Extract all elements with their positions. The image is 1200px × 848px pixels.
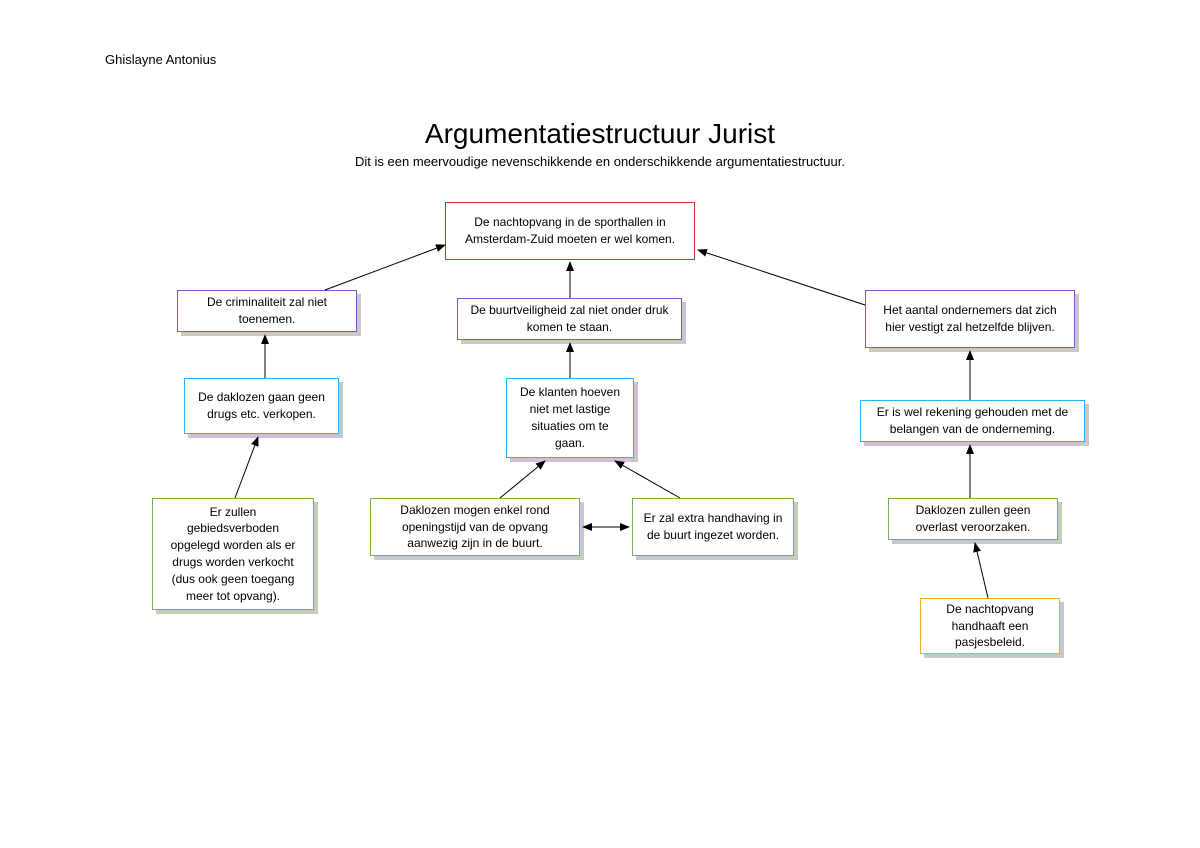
flowchart-node: Daklozen mogen enkel rond openingstijd v…	[370, 498, 580, 556]
flowchart-node: De klanten hoeven niet met lastige situa…	[506, 378, 634, 458]
flowchart-node: De nachtopvang in de sporthallen in Amst…	[445, 202, 695, 260]
flowchart-arrow	[325, 245, 445, 290]
flowchart-node: De daklozen gaan geen drugs etc. verkope…	[184, 378, 339, 434]
flowchart-node: Er zal extra handhaving in de buurt inge…	[632, 498, 794, 556]
flowchart-node: Er is wel rekening gehouden met de belan…	[860, 400, 1085, 442]
flowchart-arrow	[500, 461, 545, 498]
page-title: Argumentatiestructuur Jurist	[0, 118, 1200, 150]
flowchart-arrow	[698, 250, 865, 305]
flowchart-node: Daklozen zullen geen overlast veroorzake…	[888, 498, 1058, 540]
flowchart-arrow	[975, 543, 988, 598]
flowchart-node: De buurtveiligheid zal niet onder druk k…	[457, 298, 682, 340]
flowchart-node: De criminaliteit zal niet toenemen.	[177, 290, 357, 332]
flowchart-arrow	[235, 437, 258, 498]
page-subtitle: Dit is een meervoudige nevenschikkende e…	[0, 154, 1200, 169]
flowchart-node: Het aantal ondernemers dat zich hier ves…	[865, 290, 1075, 348]
flowchart-node: De nachtopvang handhaaft een pasjesbelei…	[920, 598, 1060, 654]
author-label: Ghislayne Antonius	[105, 52, 216, 67]
flowchart-arrow	[615, 461, 680, 498]
flowchart-node: Er zullen gebiedsverboden opgelegd worde…	[152, 498, 314, 610]
